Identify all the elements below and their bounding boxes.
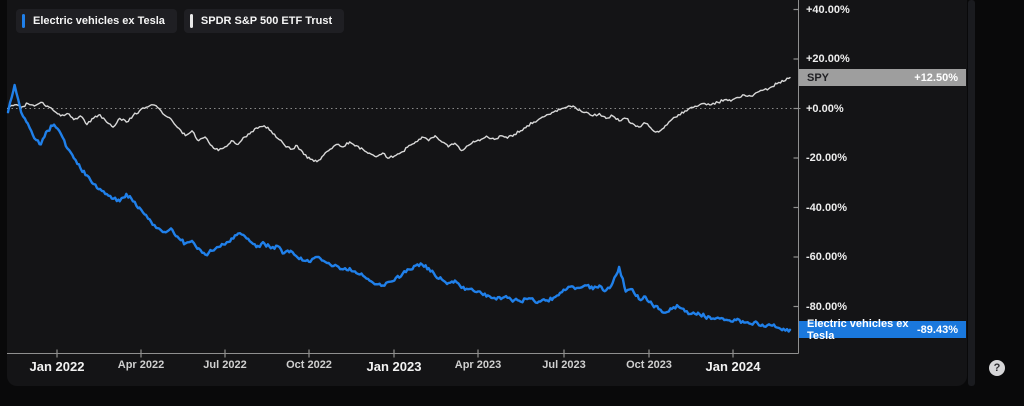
y-tick-label: -40.00% xyxy=(806,201,847,214)
y-tick-label: -60.00% xyxy=(806,251,847,263)
ev-badge-label: Electric vehicles ex Tesla xyxy=(807,317,909,342)
x-tick-label: Jan 2023 xyxy=(366,359,422,374)
question-mark-icon: ? xyxy=(993,362,1001,374)
spy-series-color-bar xyxy=(189,14,193,28)
x-tick-label: Apr 2023 xyxy=(454,359,502,371)
y-tick-label: +40.00% xyxy=(806,3,850,16)
y-tick-label: +0.00% xyxy=(806,102,844,115)
x-tick-label: Oct 2023 xyxy=(626,359,672,371)
ev-last-value-badge: Electric vehicles ex Tesla -89.43% xyxy=(799,318,966,342)
x-tick-label: Jul 2022 xyxy=(203,359,247,371)
ev-series-color-bar xyxy=(22,14,25,28)
y-tick-label: +20.00% xyxy=(806,53,850,65)
legend-item-ev[interactable]: Electric vehicles ex Tesla xyxy=(16,9,177,33)
x-tick-label: Jul 2023 xyxy=(542,359,586,371)
chart-legend: Electric vehicles ex Tesla SPDR S&P 500 … xyxy=(16,9,345,33)
x-tick-label: Jan 2024 xyxy=(705,359,761,374)
spy-last-value-badge: SPY +12.50% xyxy=(799,69,966,86)
legend-label-ev: Electric vehicles ex Tesla xyxy=(33,15,165,27)
x-tick-label: Apr 2022 xyxy=(117,359,165,371)
x-tick-label: Oct 2022 xyxy=(286,359,332,371)
ev-badge-value: -89.43% xyxy=(917,323,958,336)
help-button[interactable]: ? xyxy=(989,360,1005,376)
panel-edge-strip xyxy=(968,0,975,386)
legend-label-spy: SPDR S&P 500 ETF Trust xyxy=(200,15,333,27)
spy-badge-value: +12.50% xyxy=(914,71,958,84)
spy-badge-label: SPY xyxy=(807,71,830,84)
legend-item-spy[interactable]: SPDR S&P 500 ETF Trust xyxy=(183,9,345,33)
x-tick-label: Jan 2022 xyxy=(29,359,85,374)
y-tick-label: -20.00% xyxy=(806,152,847,164)
y-tick-label: -80.00% xyxy=(806,300,847,313)
